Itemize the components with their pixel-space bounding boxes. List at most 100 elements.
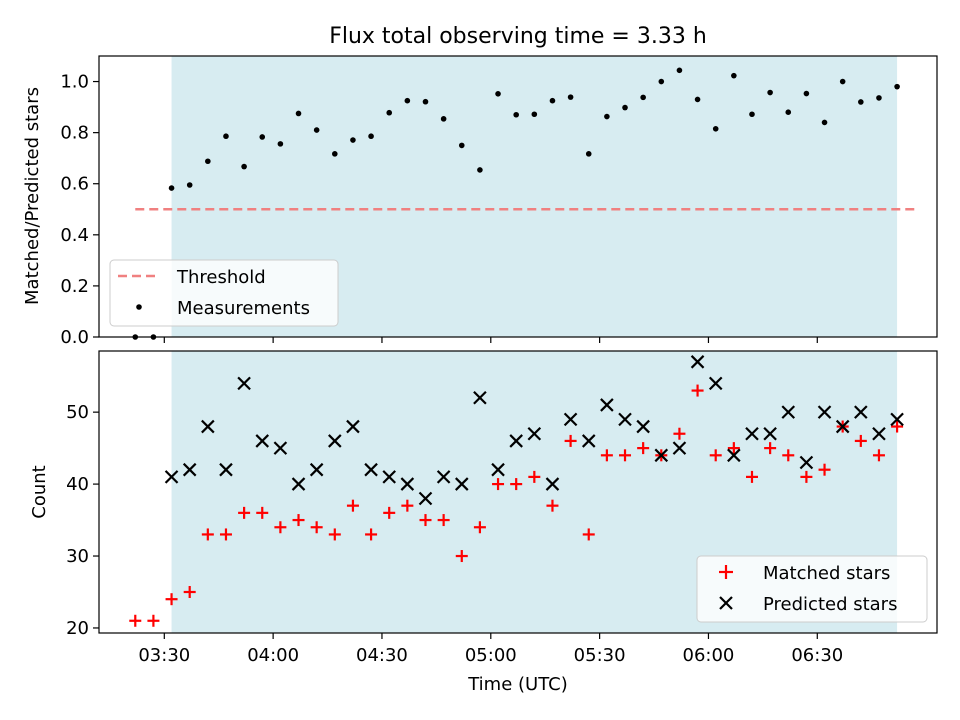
matched-star-point: [854, 434, 867, 447]
matched-star-point: [528, 470, 541, 483]
legend-matched-label: Matched stars: [763, 563, 890, 584]
chart-title: Flux total observing time = 3.33 h: [329, 24, 707, 49]
x-tick-label: 05:00: [465, 645, 517, 666]
measurement-point: [712, 126, 719, 132]
matched-star-point: [782, 449, 795, 462]
predicted-star-point: [781, 405, 796, 419]
matched-star-point: [872, 449, 885, 462]
x-tick-label: 04:30: [356, 645, 408, 666]
measurement-point: [585, 151, 592, 157]
predicted-star-point: [708, 376, 723, 391]
measurement-point: [531, 111, 538, 118]
matched-star-point: [691, 384, 704, 397]
matched-star-point: [673, 427, 686, 440]
matched-star-point: [800, 470, 813, 483]
x-tick-label: 04:00: [247, 645, 299, 666]
predicted-star-point: [418, 491, 433, 506]
y-tick-label: 0.0: [60, 327, 89, 348]
x-axis-label: Time (UTC): [467, 674, 568, 695]
predicted-star-point: [618, 412, 632, 427]
measurement-point: [694, 96, 701, 103]
measurement-point: [821, 119, 828, 126]
matched-star-point: [564, 434, 577, 447]
predicted-star-point: [763, 426, 777, 441]
measurement-point: [350, 137, 356, 143]
measurement-point: [241, 163, 247, 170]
measurement-point: [458, 142, 465, 149]
y-tick-label: 40: [66, 474, 89, 495]
matched-star-point: [201, 528, 214, 541]
matched-star-point: [401, 499, 414, 512]
measurement-point: [731, 72, 737, 79]
predicted-star-point: [273, 441, 288, 455]
predicted-star-point: [491, 462, 505, 477]
top-legend: Threshold Measurements: [109, 259, 339, 327]
predicted-star-point: [255, 434, 270, 448]
matched-star-point: [256, 506, 269, 519]
predicted-star-point: [454, 477, 469, 491]
measurement-point: [803, 90, 810, 97]
predicted-star-point: [182, 462, 197, 477]
matched-star-point: [419, 514, 432, 527]
bottom-y-axis-label: Count: [29, 465, 50, 518]
matched-star-point: [546, 499, 559, 512]
x-tick-label: 03:30: [138, 645, 190, 666]
measurement-point: [858, 99, 864, 105]
measurement-point: [386, 109, 393, 116]
matched-star-point: [365, 528, 378, 541]
measurement-point: [205, 158, 211, 165]
predicted-star-point: [364, 462, 378, 477]
measurement-point: [168, 185, 175, 191]
bottom-legend-box: [696, 555, 928, 623]
y-tick-label: 20: [66, 618, 89, 639]
matched-star-point: [437, 514, 450, 527]
matched-star-point: [165, 593, 178, 606]
predicted-star-point: [527, 426, 542, 441]
matched-star-point: [727, 442, 740, 455]
matched-star-point: [492, 478, 505, 491]
matched-star-point: [274, 521, 287, 534]
predicted-star-point: [164, 470, 179, 484]
predicted-star-point: [890, 412, 904, 427]
y-tick-label: 0.2: [60, 276, 89, 297]
predicted-star-point: [309, 462, 324, 477]
x-tick-label: 05:30: [574, 645, 626, 666]
predicted-star-point: [563, 412, 578, 427]
predicted-star-point: [727, 448, 741, 463]
predicted-star-point: [237, 376, 251, 391]
matched-star-point: [346, 499, 359, 512]
top-plot-frame: [98, 55, 938, 338]
x-tick-label: 06:30: [791, 645, 843, 666]
measurement-point: [368, 133, 374, 140]
predicted-star-point: [636, 419, 650, 434]
predicted-star-point: [436, 470, 451, 484]
measurement-point: [332, 151, 338, 157]
matched-star-point: [219, 528, 232, 541]
measurement-point: [477, 167, 483, 173]
predicted-star-point: [382, 470, 396, 484]
matched-star-point: [455, 550, 468, 563]
legend-threshold-label: Threshold: [176, 267, 266, 288]
measurement-point: [658, 78, 665, 85]
y-tick-label: 30: [66, 546, 89, 567]
predicted-star-point: [654, 448, 669, 463]
matched-star-point: [129, 614, 142, 627]
predicted-star-point: [672, 441, 687, 455]
matched-star-point: [310, 521, 323, 534]
predicted-star-point: [473, 390, 487, 405]
predicted-star-point: [799, 455, 814, 470]
matched-star-point: [619, 449, 632, 462]
predicted-star-point: [745, 426, 759, 441]
measurement-point: [422, 98, 429, 105]
matched-star-point: [292, 514, 305, 527]
matched-star-point: [147, 614, 160, 627]
measurement-point: [404, 97, 411, 104]
matched-star-point: [764, 442, 777, 455]
measurement-point: [622, 104, 628, 111]
matched-star-point: [183, 585, 196, 598]
top-y-axis-label: Matched/Predicted stars: [22, 87, 43, 305]
measurement-point: [767, 89, 773, 96]
legend-measurements-swatch: [136, 304, 142, 310]
measurement-point: [186, 182, 193, 188]
